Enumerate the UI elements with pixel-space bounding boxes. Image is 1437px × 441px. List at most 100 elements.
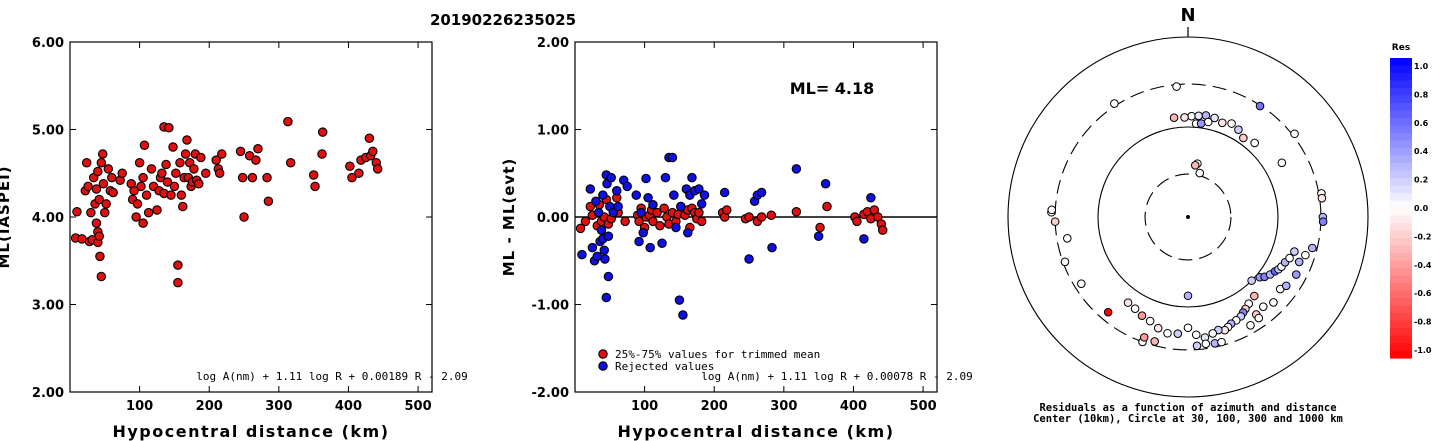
data-point (141, 190, 152, 200)
data-point (247, 172, 258, 183)
data-point (575, 223, 586, 234)
data-point (719, 187, 730, 198)
data-point (744, 254, 754, 264)
colorbar-segment (1390, 80, 1412, 89)
data-point (634, 216, 644, 227)
residual-point (1269, 298, 1278, 307)
data-point (169, 181, 180, 192)
residual-point (1191, 330, 1201, 340)
x-tick-label: 100 (631, 399, 658, 414)
data-point (164, 123, 174, 133)
residual-point (1192, 341, 1202, 351)
colorbar-segment (1390, 230, 1412, 239)
data-point (117, 168, 127, 179)
data-point (822, 201, 832, 212)
data-point (601, 292, 612, 303)
data-point (81, 158, 92, 168)
caption-line: Center (10km), Circle at 30, 100, 300 an… (1033, 413, 1343, 425)
figure-title: 20190226235025 (430, 11, 576, 29)
legend-marker (598, 349, 608, 359)
data-point (648, 200, 658, 210)
data-point (132, 199, 143, 209)
data-point (354, 168, 364, 179)
residual-point (1047, 205, 1057, 215)
data-point (606, 172, 616, 183)
data-point (791, 207, 802, 217)
y-tick-label: 3.00 (32, 299, 64, 314)
residual-point (1234, 125, 1243, 134)
data-point (593, 207, 604, 218)
residual-point (1250, 138, 1259, 148)
residual-point (1150, 337, 1159, 346)
y-tick-label: 6.00 (32, 36, 64, 51)
data-point (638, 228, 648, 238)
data-point (94, 231, 104, 242)
data-point (766, 210, 777, 221)
data-point (146, 164, 157, 174)
colorbar-tick-label: -0.2 (1414, 232, 1432, 241)
data-point (643, 193, 653, 203)
x-tick-label: 300 (265, 399, 292, 414)
data-point (96, 158, 107, 168)
data-point (138, 218, 148, 228)
data-point (162, 177, 173, 187)
residual-point (1254, 313, 1264, 323)
data-point (587, 242, 598, 253)
y-tick-label: 5.00 (32, 124, 64, 139)
data-point (131, 212, 141, 222)
data-point (364, 133, 375, 144)
data-point (699, 190, 710, 200)
data-point (173, 277, 183, 288)
data-point (744, 212, 754, 222)
data-point (251, 155, 261, 165)
colorbar-segment (1390, 335, 1412, 344)
residual-point (1172, 82, 1181, 91)
residual-point (1201, 339, 1211, 349)
colorbar-segment (1390, 125, 1412, 134)
data-point (95, 251, 105, 262)
data-point (152, 205, 162, 215)
legend-marker (598, 361, 608, 371)
colorbar-tick-label: 0.2 (1414, 176, 1428, 185)
residual-point (1153, 323, 1163, 333)
colorbar-segment (1390, 215, 1412, 224)
data-point (175, 158, 185, 168)
colorbar-tick-label: 0.8 (1414, 90, 1429, 99)
colorbar-tick-label: -1.0 (1414, 346, 1432, 355)
data-point (103, 164, 114, 174)
y-tick-label: -2.00 (532, 386, 569, 401)
data-point (696, 216, 707, 227)
data-point (620, 216, 630, 227)
residual-point (1190, 161, 1200, 170)
residual-point (1217, 118, 1227, 128)
data-point (91, 218, 102, 228)
data-point (310, 181, 320, 192)
colorbar-segment (1390, 208, 1412, 217)
data-point (641, 173, 651, 184)
y-tick-label: 1.00 (537, 124, 569, 139)
colorbar-segment (1390, 260, 1412, 269)
data-point (237, 172, 248, 183)
residual-point (1301, 250, 1310, 260)
data-point (108, 187, 118, 198)
data-point (171, 168, 181, 179)
data-point (820, 179, 831, 189)
formula-text: log A(nm) + 1.11 log R + 0.00078 R - 2.0… (701, 370, 973, 383)
data-point (97, 149, 108, 159)
ml-residual-chart: 100 200 300 400 500 -2.00 -1.00 0.00 1.00 2.00 Hyp… (500, 36, 973, 441)
data-point (211, 155, 221, 165)
colorbar-tick-label: 0.6 (1414, 119, 1429, 128)
colorbar-segment (1390, 58, 1412, 67)
colorbar-segment (1390, 163, 1412, 172)
residual-point (1180, 113, 1189, 122)
data-point (596, 225, 607, 235)
data-point (189, 164, 199, 174)
colorbar-segment (1390, 103, 1412, 112)
data-point (756, 212, 767, 222)
residual-point (1294, 257, 1304, 267)
colorbar-segment (1390, 268, 1412, 277)
colorbar-segment (1390, 148, 1412, 157)
data-point (235, 146, 246, 157)
colorbar-tick-label: -0.4 (1414, 261, 1432, 270)
data-point (612, 186, 622, 196)
